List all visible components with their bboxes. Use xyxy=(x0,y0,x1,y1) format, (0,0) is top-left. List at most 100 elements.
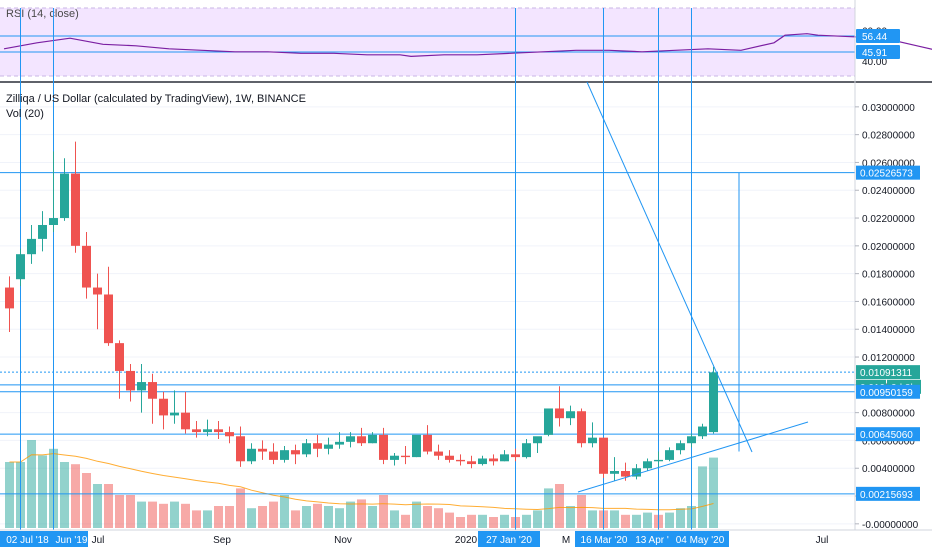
time-marker: 13 Apr ' xyxy=(633,531,671,547)
volume-bar xyxy=(566,506,575,528)
candle xyxy=(401,445,410,465)
candle xyxy=(357,427,366,446)
volume-bar xyxy=(500,514,509,528)
volume-bar xyxy=(181,503,190,528)
price-marker-text: 0.00215693 xyxy=(860,490,913,501)
volume-bar xyxy=(478,514,487,528)
candle xyxy=(610,457,619,481)
time-marker: 27 Jan '20 xyxy=(478,531,540,547)
price-marker: 0.00215693 xyxy=(856,486,920,501)
candle xyxy=(104,266,113,346)
time-axis-tick: Jul xyxy=(92,535,105,546)
candle xyxy=(225,426,234,444)
price-marker: 0.01091311 xyxy=(856,365,920,380)
price-axis-tick: 0.00600000 xyxy=(862,436,915,447)
candle xyxy=(555,386,564,427)
candle xyxy=(159,391,168,430)
price-marker: 0.00950159 xyxy=(856,384,920,399)
candle xyxy=(60,158,69,221)
rsi-level-lines xyxy=(0,35,855,53)
volume-bar xyxy=(148,501,157,528)
volume-bar xyxy=(533,510,542,528)
price-marker: 0.02526573 xyxy=(856,165,920,180)
price-axis-tick: 0.01600000 xyxy=(862,297,915,308)
volume-bar xyxy=(577,495,586,528)
time-marker-text: 13 Apr ' xyxy=(635,535,669,546)
candle xyxy=(643,458,652,472)
time-axis[interactable]: Jul Sep Nov 2020 M Jul 02 Jul '18 Jun '19 27 Ja… xyxy=(0,529,932,547)
candle xyxy=(291,444,300,465)
volume-bar xyxy=(522,514,531,528)
volume-bar xyxy=(82,473,91,528)
volume-ma-line xyxy=(9,453,714,511)
time-axis-tick: M xyxy=(562,535,570,546)
volume-bar xyxy=(280,495,289,528)
volume-bar xyxy=(489,517,498,528)
descending-trendline xyxy=(586,81,753,453)
candle xyxy=(368,432,377,444)
candle xyxy=(665,447,674,462)
candle xyxy=(71,141,80,253)
volume-bar xyxy=(390,510,399,528)
candle xyxy=(467,455,476,469)
volume-bar xyxy=(27,440,36,528)
time-axis-tick: 2020 xyxy=(455,535,478,546)
volume-bar xyxy=(170,501,179,528)
candlesticks xyxy=(5,141,718,481)
time-marker: Jun '19 xyxy=(55,531,88,547)
time-axis-tick: Jul xyxy=(816,535,829,546)
volume-bar xyxy=(434,508,443,528)
volume-bar xyxy=(665,512,674,528)
candle xyxy=(687,433,696,448)
price-panel: Zilliqa / US Dollar (calculated by Tradi… xyxy=(0,8,855,530)
candle xyxy=(148,373,157,424)
candle xyxy=(445,450,454,463)
price-axis-tick: 0.01800000 xyxy=(862,270,915,281)
rsi-label: RSI (14, close) xyxy=(6,8,79,20)
volume-bar xyxy=(709,457,718,528)
candle xyxy=(115,340,124,399)
rsi-marker: 45.91 xyxy=(856,44,900,59)
volume-bar xyxy=(38,455,47,528)
volume-bars xyxy=(5,440,718,528)
chart-title: Zilliqa / US Dollar (calculated by Tradi… xyxy=(6,93,306,105)
price-axis-tick: 0.02000000 xyxy=(862,242,915,253)
volume-bar xyxy=(346,501,355,528)
candle xyxy=(5,276,14,333)
time-marker-text: 16 Mar '20 xyxy=(581,535,628,546)
candle xyxy=(192,420,201,438)
candle xyxy=(280,445,289,463)
rsi-marker-text: 45.91 xyxy=(862,48,887,59)
price-axis-tick: 0.01400000 xyxy=(862,325,915,336)
candle xyxy=(203,419,212,437)
price-marker-text: 0.00645060 xyxy=(860,430,913,441)
candle xyxy=(544,408,553,437)
volume-bar xyxy=(302,506,311,528)
candle xyxy=(588,422,597,448)
candle xyxy=(522,439,531,459)
candle xyxy=(500,450,509,462)
trend-lines xyxy=(577,81,809,493)
volume-bar xyxy=(192,510,201,528)
candle xyxy=(379,427,388,465)
time-marker-text: 02 Jul '18 xyxy=(6,535,49,546)
candle xyxy=(214,420,223,440)
candle xyxy=(16,248,25,287)
price-marker: 0.00645060 xyxy=(856,427,920,442)
time-marker-text: 04 May '20 xyxy=(676,535,725,546)
candle xyxy=(313,434,322,458)
price-axis-tick: 0.03000000 xyxy=(862,103,915,114)
price-axis-tick: 0.02400000 xyxy=(862,186,915,197)
price-marker-text: 0.01091311 xyxy=(860,368,913,379)
ascending-trendline xyxy=(577,421,809,493)
rsi-grid xyxy=(0,7,855,77)
candle xyxy=(82,231,91,299)
volume-bar xyxy=(324,506,333,528)
price-axis-tick: 0.01200000 xyxy=(862,353,915,364)
time-marker-text: 27 Jan '20 xyxy=(486,535,532,546)
price-axis-tick: 0.02600000 xyxy=(862,158,915,169)
price-axis-tick: 0.00400000 xyxy=(862,464,915,475)
